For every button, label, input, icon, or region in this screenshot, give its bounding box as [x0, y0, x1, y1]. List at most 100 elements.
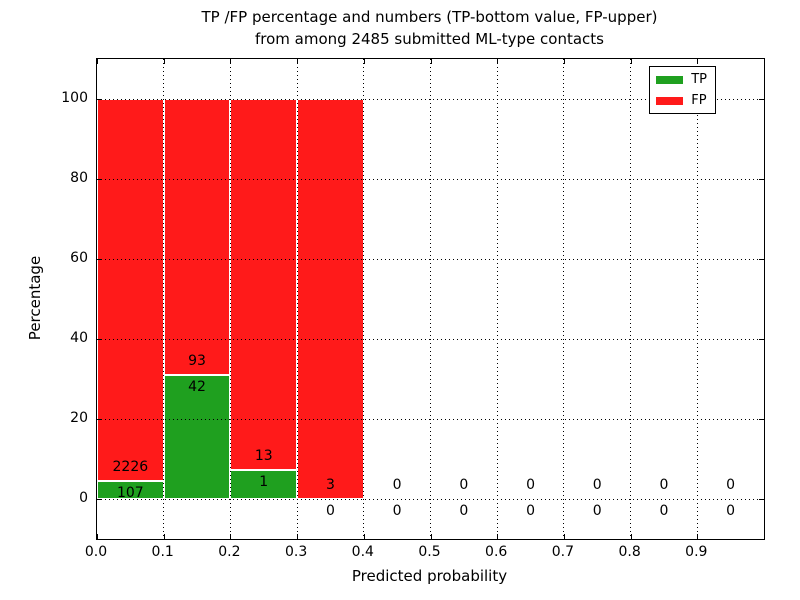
x-tick-mark-top [297, 59, 299, 64]
x-tick-label: 0.6 [485, 544, 508, 560]
gridline-horizontal [97, 418, 764, 420]
tp-count-label: 1 [259, 474, 269, 491]
x-tick-label: 0.8 [618, 544, 641, 560]
y-tick-mark-right [759, 179, 764, 180]
y-tick-mark [97, 179, 102, 180]
x-tick-mark [697, 534, 699, 539]
legend-swatch-tp [656, 75, 684, 84]
y-axis-label: Percentage [26, 255, 44, 341]
x-axis-label: Predicted probability [351, 567, 508, 585]
x-tick-mark-top [697, 59, 699, 64]
x-tick-mark [163, 534, 165, 539]
y-tick-label: 60 [70, 250, 88, 266]
x-tick-label: 0.3 [284, 544, 308, 560]
x-tick-mark [430, 534, 432, 539]
fp-count-label: 2226 [112, 458, 149, 475]
tp-count-label: 0 [726, 503, 736, 519]
gridline-vertical [696, 59, 698, 539]
y-tick-mark-right [759, 259, 764, 260]
gridline-vertical [630, 59, 632, 539]
x-tick-mark-top [97, 59, 98, 64]
legend: TP FP [649, 66, 716, 114]
y-tick-mark-right [759, 99, 764, 100]
x-tick-mark [297, 534, 299, 539]
x-tick-mark-top [563, 59, 565, 64]
chart-title-line1: TP /FP percentage and numbers (TP-bottom… [201, 8, 658, 26]
tp-count-label: 0 [526, 503, 535, 519]
tp-count-label: 0 [459, 503, 469, 519]
gridline-vertical [496, 59, 498, 539]
legend-label-tp: TP [691, 72, 707, 87]
y-tick-label: 40 [70, 330, 88, 346]
y-tick-mark-right [759, 499, 764, 500]
x-tick-mark-top [497, 59, 499, 64]
fp-count-label: 3 [325, 477, 335, 493]
gridline-horizontal [97, 498, 764, 500]
bar-segment-fp [230, 99, 298, 471]
chart-title: TP /FP percentage and numbers (TP-bottom… [96, 6, 763, 50]
gridline-horizontal [97, 258, 764, 260]
legend-item-tp: TP [656, 72, 707, 87]
tp-count-label: 0 [325, 503, 335, 519]
gridline-vertical [563, 59, 565, 539]
tp-count-label: 42 [188, 378, 206, 395]
gridline-vertical [363, 59, 365, 539]
gridline-horizontal [97, 338, 764, 340]
fp-count-label: 0 [592, 477, 602, 493]
x-tick-mark [363, 534, 365, 539]
gridline-vertical [430, 59, 431, 539]
fp-count-label: 0 [392, 477, 402, 493]
x-tick-mark [630, 534, 632, 539]
legend-label-fp: FP [691, 93, 707, 108]
legend-item-fp: FP [656, 93, 707, 108]
fp-count-label: 13 [254, 448, 273, 465]
x-tick-mark [563, 534, 565, 539]
fp-count-label: 0 [659, 477, 669, 493]
plot-area: TP FP 2226 107 93 42 13 1 3 0 0 0 0 0 0 0 0 0 0 0 0 0 [96, 58, 765, 540]
bar-segment-fp [297, 99, 364, 499]
x-tick-label: 0.7 [551, 544, 575, 560]
x-tick-mark-top [363, 59, 365, 64]
x-tick-label: 0.0 [84, 544, 108, 560]
gridline-horizontal [97, 178, 764, 180]
x-tick-mark [230, 534, 232, 539]
y-tick-label: 100 [61, 90, 88, 106]
x-tick-label: 0.1 [151, 544, 174, 560]
gridline-vertical [163, 59, 165, 539]
x-tick-mark [497, 534, 499, 539]
y-tick-mark [97, 99, 102, 100]
gridline-vertical [229, 59, 231, 539]
x-tick-mark-top [630, 59, 632, 64]
y-tick-mark [97, 499, 102, 500]
x-tick-label: 0.5 [418, 544, 441, 560]
fp-count-label: 0 [726, 477, 736, 493]
chart-title-line2: from among 2485 submitted ML-type contac… [255, 30, 604, 48]
y-tick-label: 0 [79, 490, 88, 506]
fp-count-label: 0 [526, 477, 535, 493]
x-tick-label: 0.9 [685, 544, 708, 560]
y-tick-mark-right [759, 419, 764, 420]
x-tick-label: 0.2 [218, 544, 241, 560]
y-tick-label: 20 [70, 410, 88, 426]
x-tick-mark [97, 534, 98, 539]
fp-count-label: 0 [459, 477, 469, 493]
bar-segment-fp [163, 99, 231, 375]
tp-count-label: 0 [659, 503, 669, 519]
x-tick-mark-top [163, 59, 165, 64]
y-tick-mark [97, 339, 102, 340]
y-tick-mark-right [759, 339, 764, 340]
y-tick-mark [97, 259, 102, 260]
y-tick-mark [97, 419, 102, 420]
x-tick-mark-top [430, 59, 432, 64]
legend-swatch-fp [656, 96, 684, 105]
gridline-vertical [296, 59, 298, 539]
tp-count-label: 0 [592, 503, 602, 519]
x-tick-mark-top [230, 59, 232, 64]
bar-segment-tp [163, 374, 231, 499]
tp-count-label: 0 [392, 503, 402, 519]
y-tick-label: 80 [70, 170, 88, 186]
fp-count-label: 93 [188, 352, 206, 369]
bar-segment-fp [97, 99, 164, 481]
x-tick-label: 0.4 [351, 544, 374, 560]
